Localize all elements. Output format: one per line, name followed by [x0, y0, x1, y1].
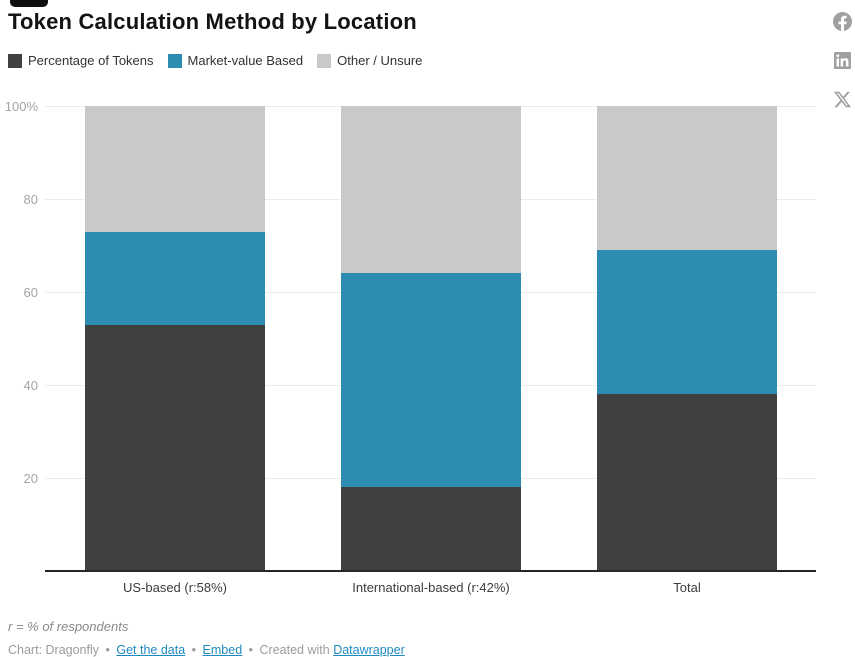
bar-segment[interactable]	[341, 106, 521, 274]
y-axis-tick-label: 80	[23, 192, 38, 207]
page-title: Token Calculation Method by Location	[8, 9, 417, 34]
datawrapper-link[interactable]: Datawrapper	[333, 643, 405, 657]
x-axis-category-label: Total	[673, 580, 701, 595]
created-with-text: Created with	[259, 643, 330, 657]
embed-link[interactable]: Embed	[202, 643, 243, 657]
y-axis-tick-label: 20	[23, 471, 38, 486]
legend: Percentage of Tokens Market-value Based Ot…	[8, 53, 422, 68]
bar-segment[interactable]	[85, 324, 265, 571]
x-axis-line	[45, 570, 816, 572]
x-axis-category-label: US-based (r:58%)	[122, 580, 228, 595]
y-axis-tick-label: 100%	[4, 99, 38, 114]
legend-swatch	[167, 53, 182, 68]
bar-segment[interactable]	[597, 250, 777, 395]
legend-label: Percentage of Tokens	[28, 53, 154, 68]
bar-segment[interactable]	[341, 273, 521, 488]
legend-item: Other / Unsure	[317, 53, 422, 68]
x-axis-category-label: International-based (r:42%)	[352, 580, 510, 595]
legend-label: Other / Unsure	[337, 53, 423, 68]
bullet-separator: •	[105, 643, 110, 657]
bullet-separator: •	[248, 643, 254, 657]
legend-item: Percentage of Tokens	[8, 53, 154, 68]
bar-segment[interactable]	[341, 487, 521, 571]
legend-item: Market-value Based	[167, 53, 304, 68]
bar-segment[interactable]	[85, 231, 265, 325]
linkedin-share-icon[interactable]	[832, 50, 852, 70]
chart-footnote: r = % of respondents	[8, 619, 129, 634]
social-share-bar	[832, 11, 852, 109]
bar-segment[interactable]	[597, 394, 777, 571]
bullet-separator: •	[191, 643, 197, 657]
attribution-line: Chart: Dragonfly • Get the data • Embed …	[8, 643, 405, 657]
legend-label: Market-value Based	[187, 53, 304, 68]
y-axis-tick-label: 60	[23, 285, 38, 300]
chart-by-text: Chart: Dragonfly	[8, 643, 100, 657]
cropped-tooltip-remnant	[10, 0, 48, 7]
facebook-share-icon[interactable]	[832, 11, 852, 31]
get-data-link[interactable]: Get the data	[116, 643, 186, 657]
legend-swatch	[8, 53, 22, 68]
bar-segment[interactable]	[85, 106, 265, 232]
legend-swatch	[317, 53, 332, 68]
x-twitter-share-icon[interactable]	[832, 89, 852, 109]
y-axis-tick-label: 40	[23, 378, 38, 393]
bar-segment[interactable]	[597, 106, 777, 251]
